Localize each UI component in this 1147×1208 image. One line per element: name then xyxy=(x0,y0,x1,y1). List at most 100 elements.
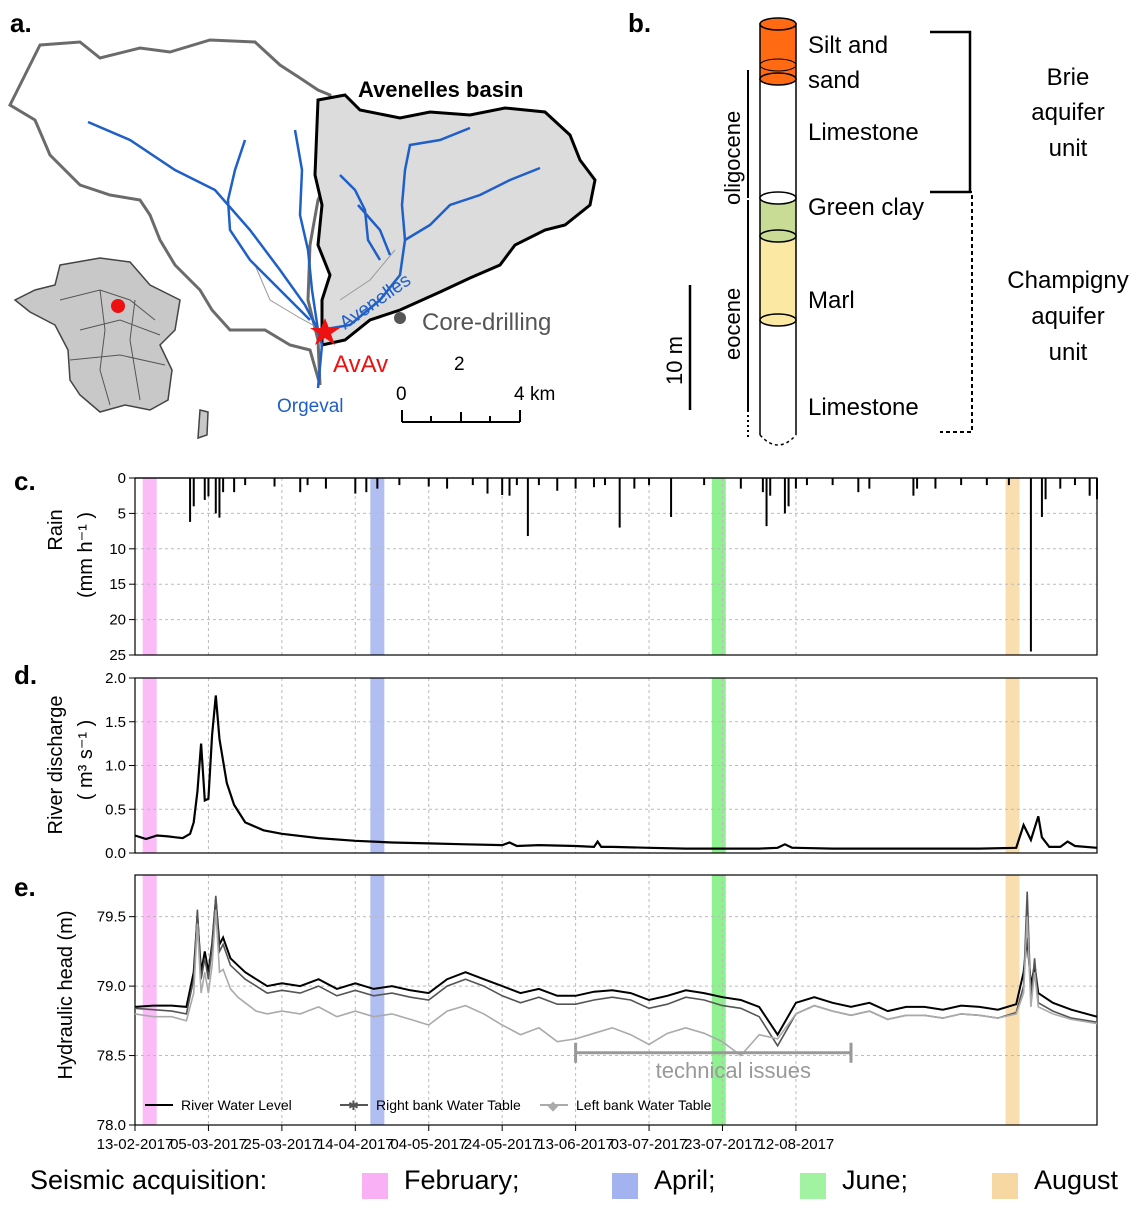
avenelles-basin xyxy=(313,93,597,347)
y-tick-label: 5 xyxy=(118,505,126,522)
panel-label-e: e. xyxy=(14,872,36,902)
rain-ylabel-2: (mm h⁻¹ ) xyxy=(75,512,97,598)
acquisition-band xyxy=(711,875,726,1125)
y-tick-label: 15 xyxy=(109,576,126,593)
panel-label-d: d. xyxy=(14,660,38,690)
series-line-1 xyxy=(134,891,1098,1048)
x-tick-label: 25-03-2017 xyxy=(244,1136,321,1153)
scale-bar xyxy=(401,410,521,423)
champigny-bracket xyxy=(940,191,973,433)
panel-label-c: c. xyxy=(14,466,36,496)
legend-marker: ✱ xyxy=(348,1098,359,1113)
subcatchment-line xyxy=(339,249,396,301)
x-tick-label: 03-07-2017 xyxy=(611,1136,688,1153)
y-tick-label: 79.5 xyxy=(97,909,126,926)
layer-limestone-bottom xyxy=(760,320,796,435)
scale-start: 0 xyxy=(396,384,407,405)
brie-label-3: unit xyxy=(1049,135,1088,162)
location-marker-icon xyxy=(111,299,125,313)
layer-limestone-top xyxy=(759,78,797,199)
station-star-icon xyxy=(310,318,340,345)
y-tick-label: 1.0 xyxy=(105,758,126,775)
x-tick-label: 04-05-2017 xyxy=(390,1136,467,1153)
x-tick-label: 23-07-2017 xyxy=(684,1136,761,1153)
france-inset xyxy=(13,257,181,413)
rain-ylabel-1: Rain xyxy=(45,509,67,550)
basin-map: Avenelles basin Avenelles Orgeval AvAv C… xyxy=(8,38,597,440)
champigny-label-2: aquifer xyxy=(1031,303,1104,330)
y-tick-label: 20 xyxy=(109,612,126,629)
legend-swatch-june xyxy=(800,1173,826,1199)
legend-entry: River Water Level xyxy=(181,1097,292,1113)
rain-chart: 0 5 10 15 20 25 xyxy=(109,470,1098,664)
silt-label-2: sand xyxy=(808,67,860,94)
acquisition-band xyxy=(142,478,157,655)
france-regions xyxy=(59,289,166,406)
discharge-chart: 0.0 0.5 1.0 1.5 2.0 xyxy=(105,670,1098,862)
legend-april: April; xyxy=(654,1165,716,1195)
legend-title: Seismic acquisition: xyxy=(30,1165,268,1195)
epoch-eocene: eocene xyxy=(720,288,745,360)
x-tick-label: 05-03-2017 xyxy=(170,1136,247,1153)
x-tick-label: 13-06-2017 xyxy=(537,1136,614,1153)
basin-title: Avenelles basin xyxy=(358,77,523,102)
seismic-acquisition-legend: Seismic acquisition: February; April; Ju… xyxy=(0,1165,1147,1205)
green-clay-label: Green clay xyxy=(808,194,924,221)
legend-marker: ◆ xyxy=(548,1098,558,1113)
y-tick-label: 2.0 xyxy=(105,670,126,687)
limestone-top-label: Limestone xyxy=(808,119,919,146)
series-line-2 xyxy=(134,909,1098,1057)
scale-mid: 2 xyxy=(454,354,465,375)
champigny-label-1: Champigny xyxy=(1007,267,1128,294)
strat-column: Silt and sand Limestone Green clay Marl … xyxy=(662,17,1129,446)
acquisition-band xyxy=(1005,478,1020,655)
discharge-ylabel-1: River discharge xyxy=(45,696,67,835)
series-line-0 xyxy=(134,899,1098,1037)
champigny-label-3: unit xyxy=(1049,339,1088,366)
brie-label-1: Brie xyxy=(1047,64,1090,91)
legend-swatch-february xyxy=(362,1173,388,1199)
plot-frame xyxy=(134,677,1098,854)
discharge-ylabel-2: ( m³ s⁻¹ ) xyxy=(75,720,97,801)
brie-bracket xyxy=(930,30,972,194)
corsica-inset xyxy=(197,409,209,440)
silt-label-1: Silt and xyxy=(808,32,888,59)
acquisition-band xyxy=(370,875,385,1125)
x-tick-label: 14-04-2017 xyxy=(317,1136,394,1153)
y-tick-label: 1.5 xyxy=(105,714,126,731)
acquisition-band xyxy=(370,478,385,655)
technical-issues-label: technical issues xyxy=(656,1058,811,1083)
panel-label-a: a. xyxy=(10,8,32,38)
technical-issues-bracket xyxy=(574,1042,853,1063)
legend-entry: Right bank Water Table xyxy=(376,1097,521,1113)
river-orgeval-label: Orgeval xyxy=(277,396,344,417)
layer-marl xyxy=(759,235,797,321)
limestone-bottom-label: Limestone xyxy=(808,394,919,421)
legend-june: June; xyxy=(842,1165,909,1195)
subcatchment-line xyxy=(254,264,323,331)
marl-label: Marl xyxy=(808,287,855,314)
legend-february: February; xyxy=(404,1165,520,1195)
discharge-line xyxy=(134,695,1098,850)
head-ylabel: Hydraulic head (m) xyxy=(55,911,77,1080)
x-tick-label: 12-08-2017 xyxy=(758,1136,835,1153)
scale-end: 4 xyxy=(514,384,525,405)
y-tick-label: 79.0 xyxy=(97,978,126,995)
legend-entry: Left bank Water Table xyxy=(576,1097,712,1113)
x-tick-label: 13-02-2017 xyxy=(97,1136,174,1153)
hydraulic-head-chart: 78.0 78.5 79.0 79.5 technical issues River Wa… xyxy=(97,874,1098,1153)
y-tick-label: 78.0 xyxy=(97,1117,126,1134)
legend-swatch-august xyxy=(992,1173,1018,1199)
acquisition-band xyxy=(142,875,157,1125)
y-tick-label: 25 xyxy=(109,647,126,664)
epoch-oligocene: oligocene xyxy=(720,111,745,205)
y-tick-label: 0.5 xyxy=(105,801,126,818)
y-tick-label: 78.5 xyxy=(97,1048,126,1065)
scale-unit: km xyxy=(530,384,555,405)
plot-frame xyxy=(134,477,1098,656)
core-drilling-label: Core-drilling xyxy=(422,309,551,336)
panel-label-b: b. xyxy=(628,8,652,38)
legend-august: August xyxy=(1034,1165,1119,1195)
y-tick-label: 0 xyxy=(118,470,126,487)
y-tick-label: 10 xyxy=(109,541,126,558)
